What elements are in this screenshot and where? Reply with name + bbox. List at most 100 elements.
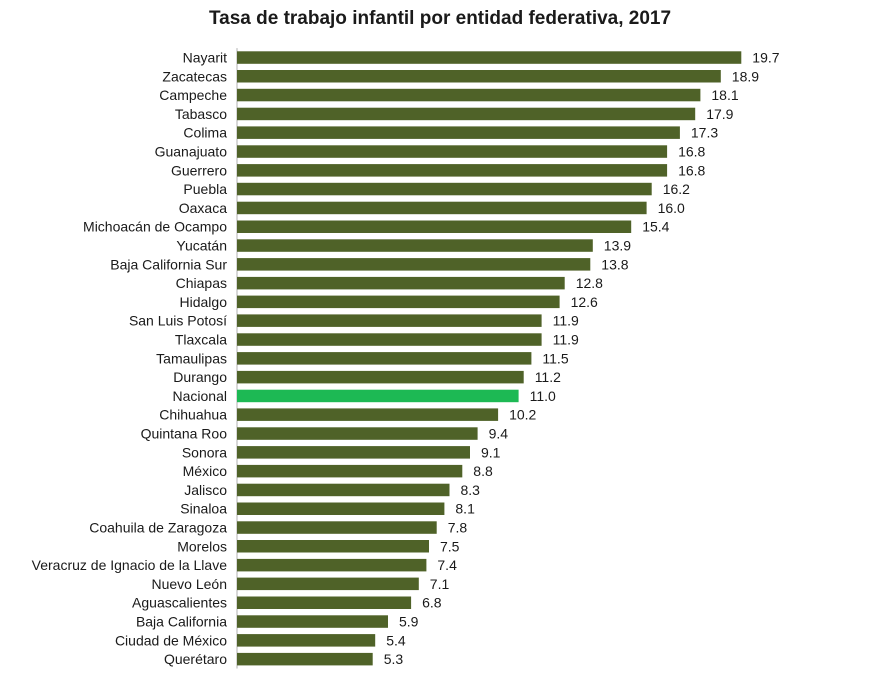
bar: [237, 107, 696, 121]
value-label: 6.8: [422, 595, 442, 611]
value-label: 7.1: [430, 576, 450, 592]
bar: [237, 558, 427, 572]
bar: [237, 239, 593, 252]
category-label: Zacatecas: [162, 68, 227, 84]
category-labels: Nayarit Zacatecas Campeche Tabasco Colima Gua…: [32, 50, 228, 668]
value-label: 17.3: [691, 125, 718, 141]
value-label: 19.7: [752, 50, 779, 66]
bar: [237, 258, 591, 271]
value-label: 16.2: [663, 181, 690, 197]
bar: [237, 314, 542, 327]
bar: [237, 352, 532, 365]
category-label: Oaxaca: [179, 200, 227, 216]
category-label: Hidalgo: [180, 294, 228, 310]
bar-nacional: [237, 389, 519, 403]
value-label: 7.8: [448, 520, 468, 536]
value-label: 18.9: [732, 68, 759, 84]
value-label: 8.1: [455, 501, 475, 517]
value-label: 17.9: [706, 106, 733, 122]
chart-title: Tasa de trabajo infantil por entidad fed…: [208, 8, 672, 29]
category-label: Veracruz de Ignacio de la Llave: [32, 557, 228, 573]
bar: [237, 51, 742, 64]
bar: [237, 182, 652, 196]
bar: [237, 596, 412, 609]
category-label: San Luis Potosí: [129, 313, 227, 329]
value-label: 12.6: [571, 294, 598, 310]
bar: [237, 276, 565, 290]
category-label: Tlaxcala: [175, 332, 227, 348]
bar: [237, 652, 373, 666]
category-label: Chihuahua: [159, 407, 227, 423]
category-label: Sinaloa: [180, 501, 227, 517]
value-label: 12.8: [576, 275, 603, 291]
bar: [237, 634, 376, 647]
category-label: Guerrero: [171, 162, 227, 178]
value-labels: 19.7 18.9 18.1 17.9 17.3 16.8 16.8 16.2 16.0 15.4…: [384, 50, 780, 668]
category-label: México: [183, 463, 228, 479]
value-label: 16.8: [678, 162, 705, 178]
bar: [237, 540, 429, 553]
bar: [237, 295, 560, 309]
category-label: Baja California Sur: [110, 256, 227, 272]
bar: [237, 502, 445, 515]
category-label: Guanajuato: [155, 144, 228, 160]
category-label: Yucatán: [176, 238, 227, 254]
category-label: Baja California: [136, 614, 227, 630]
value-label: 8.8: [473, 463, 493, 479]
category-label: Durango: [173, 369, 227, 385]
category-label: Jalisco: [184, 482, 227, 498]
value-label: 18.1: [711, 87, 738, 103]
value-label: 11.9: [553, 332, 579, 348]
category-label: Nuevo León: [151, 576, 227, 592]
category-label: Chiapas: [176, 275, 227, 291]
category-label: Michoacán de Ocampo: [83, 219, 227, 235]
value-label: 16.8: [678, 144, 705, 160]
value-label: 5.9: [399, 614, 419, 630]
bar: [237, 427, 478, 440]
category-label: Nayarit: [183, 50, 227, 66]
bar: [237, 577, 419, 591]
value-label: 9.1: [481, 444, 501, 460]
value-label: 11.5: [542, 350, 568, 366]
value-label: 15.4: [642, 219, 669, 235]
value-label: 5.3: [384, 651, 404, 667]
value-label: 13.9: [604, 238, 631, 254]
bar: [237, 126, 680, 139]
bar: [237, 464, 463, 478]
bar: [237, 333, 542, 346]
value-label: 16.0: [658, 200, 685, 216]
value-label: 9.4: [489, 426, 509, 442]
category-label: Querétaro: [164, 651, 227, 667]
value-label: 11.2: [535, 369, 561, 385]
category-label: Tamaulipas: [156, 350, 227, 366]
bar: [237, 164, 668, 177]
value-label: 7.4: [437, 557, 457, 573]
category-label: Tabasco: [175, 106, 227, 122]
bar: [237, 220, 632, 233]
category-label: Morelos: [177, 538, 227, 554]
category-label: Nacional: [173, 388, 227, 404]
category-label: Ciudad de México: [115, 632, 227, 648]
value-label: 5.4: [386, 632, 406, 648]
bar: [237, 408, 499, 421]
value-label: 8.3: [461, 482, 481, 498]
bar: [237, 615, 388, 628]
bar: [237, 88, 701, 102]
value-label: 13.8: [601, 256, 628, 272]
value-label: 7.5: [440, 538, 460, 554]
category-label: Colima: [183, 125, 227, 141]
bar: [237, 70, 721, 83]
category-label: Aguascalientes: [132, 595, 227, 611]
category-label: Coahuila de Zaragoza: [89, 520, 227, 536]
category-label: Campeche: [159, 87, 227, 103]
category-label: Puebla: [183, 181, 227, 197]
bar: [237, 370, 524, 384]
bar: [237, 446, 470, 459]
bar: [237, 521, 437, 534]
value-label: 10.2: [509, 407, 536, 423]
value-label: 11.0: [530, 388, 556, 404]
bar: [237, 483, 450, 497]
bar: [237, 145, 668, 158]
category-label: Quintana Roo: [141, 426, 228, 442]
